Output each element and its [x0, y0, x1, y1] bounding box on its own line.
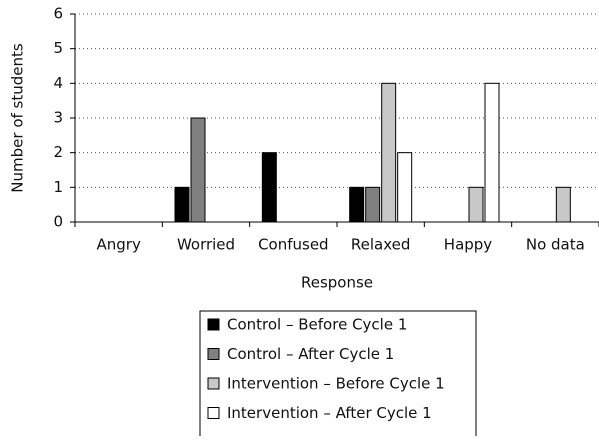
x-tick-label: Angry: [96, 236, 140, 254]
bar: [397, 152, 413, 223]
bar: [261, 152, 277, 223]
x-tick-label: Happy: [444, 236, 493, 254]
legend-label: Control – Before Cycle 1: [227, 316, 407, 334]
x-tick-label: Worried: [177, 236, 235, 254]
bar: [484, 82, 500, 223]
y-tick-label: 6: [53, 5, 63, 23]
x-axis-label: Response: [301, 274, 373, 292]
legend-swatch: [207, 377, 220, 390]
bar: [381, 82, 397, 223]
legend-swatch: [207, 348, 220, 360]
bar: [174, 186, 190, 223]
y-tick-label: 5: [53, 39, 63, 57]
bar: [468, 186, 484, 223]
x-tick-label: Relaxed: [351, 236, 411, 254]
legend-label: Control – After Cycle 1: [227, 345, 394, 363]
y-axis-label: Number of students: [9, 43, 27, 193]
legend-box: [199, 310, 477, 440]
y-tick-label: 1: [53, 178, 63, 196]
y-tick-label: 3: [53, 109, 63, 127]
y-tick-label: 2: [53, 143, 63, 161]
x-tick-label: No data: [526, 236, 585, 254]
legend-swatch: [207, 318, 220, 331]
y-tick-label: 0: [53, 213, 63, 231]
legend-label: Intervention – Before Cycle 1: [227, 375, 445, 393]
bar: [349, 186, 365, 223]
bar: [365, 186, 381, 223]
bar: [555, 186, 571, 223]
bar: [190, 117, 206, 223]
legend-label: Intervention – After Cycle 1: [227, 404, 432, 422]
y-tick-label: 4: [53, 74, 63, 92]
x-tick-label: Confused: [258, 236, 329, 254]
legend-swatch: [207, 407, 220, 419]
